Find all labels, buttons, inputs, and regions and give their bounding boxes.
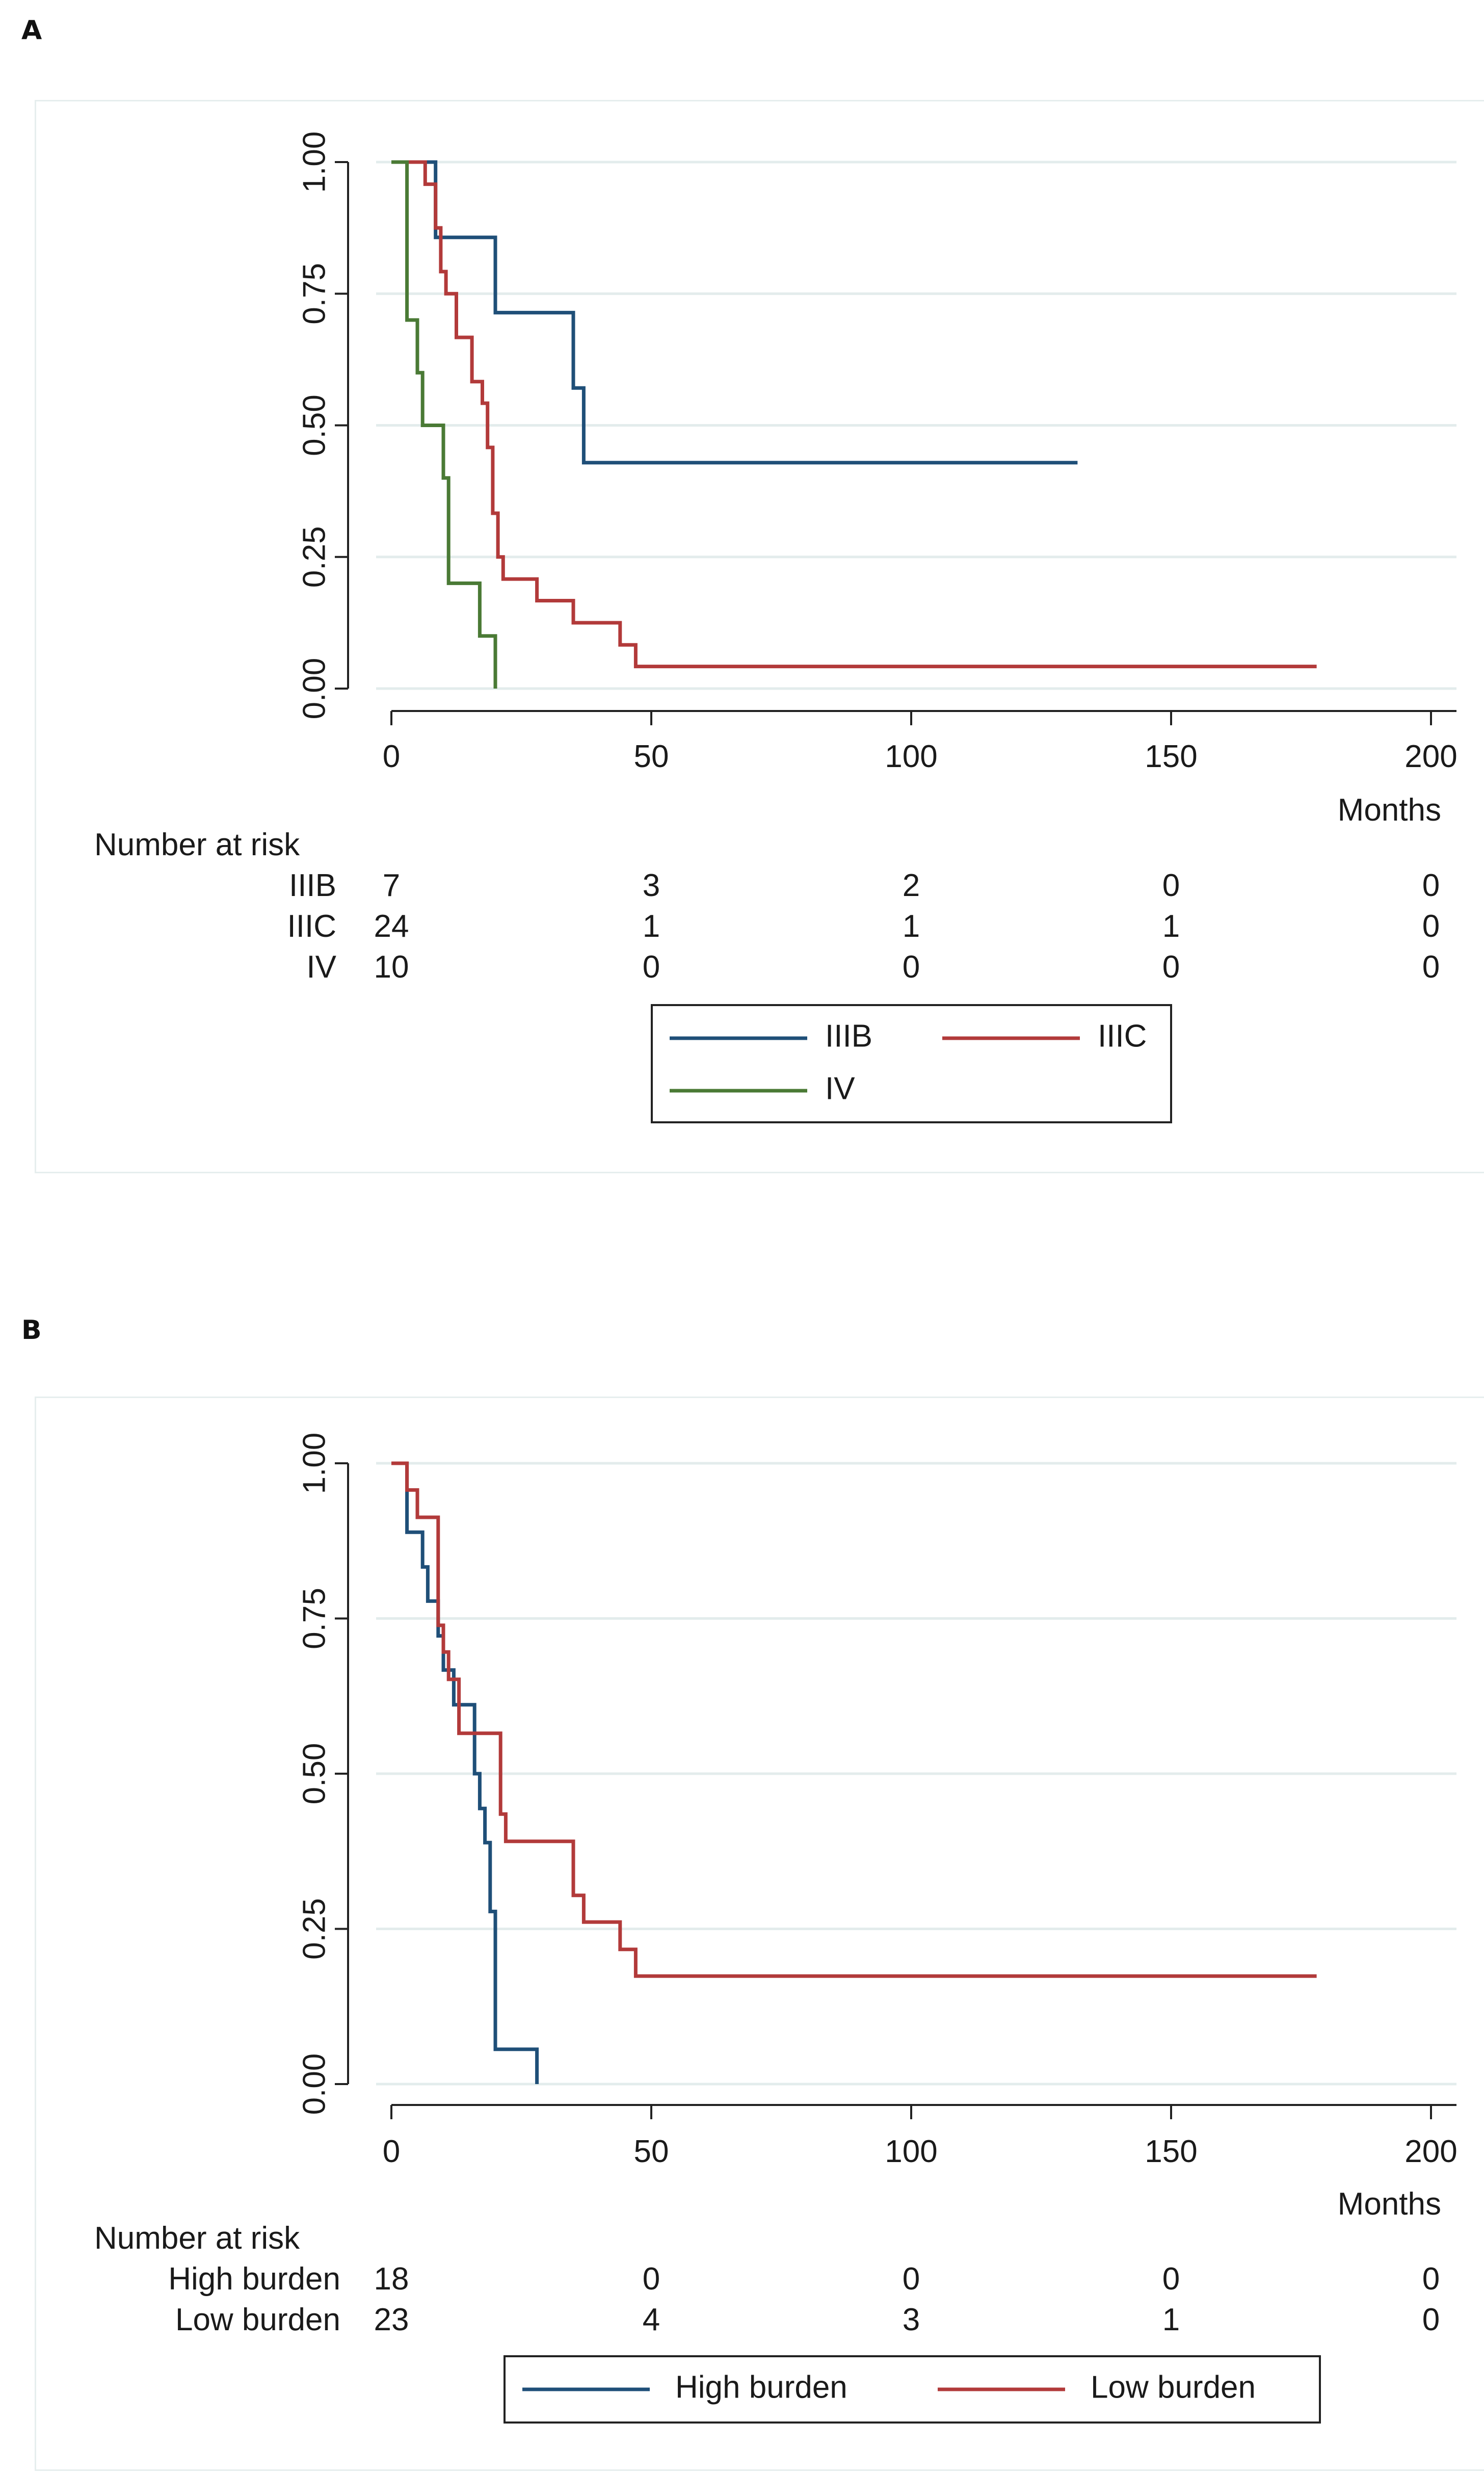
panel-a-risk-value: 24 [374,909,409,944]
panel-b-x-tick-label: 150 [1145,2134,1197,2169]
panel-a-risk-value: 1 [903,909,920,944]
panel-a-risk-value: 0 [903,950,920,985]
panel-b-risk-row-label: Low burden [175,2302,340,2337]
panel-a-x-tick-label: 150 [1145,739,1197,774]
panel-b-risk-value: 0 [1162,2261,1180,2297]
panel-a-x-axis-title: Months [1338,793,1441,828]
panel-b-risk-value: 1 [1162,2302,1180,2337]
panel-a-y-tick-label: 0.50 [297,394,332,456]
panel-a-risk-value: 0 [1162,950,1180,985]
panel-b-x-tick-label: 100 [885,2134,937,2169]
panel-a-risk-row-label: IIIB [289,868,336,903]
panel-b-series-high-burden [391,1461,539,2084]
panel-a-risk-value: 0 [1422,909,1440,944]
panel-b-risk-value: 4 [643,2302,660,2337]
panel-a-risk-value: 0 [1162,868,1180,903]
panel-a-x-tick-label: 100 [885,739,937,774]
panel-a-y-tick-label: 0.75 [297,263,332,325]
panel-a-y-tick-label: 0.00 [297,658,332,720]
panel-b-legend: High burden Low burden [503,2355,1321,2424]
panel-a-frame [35,100,1484,1173]
panel-a-risk-value: 7 [383,868,400,903]
panel-label-a: A [21,15,42,46]
panel-b-risk-value: 3 [903,2302,920,2337]
panel-a-series-iiib [391,160,1078,465]
panel-a-risk-row-label: IV [306,950,336,985]
panel-b-y-tick-label: 0.00 [297,2053,332,2115]
panel-a-legend-label: IIIB [825,1018,872,1054]
panel-b-x-tick-label: 0 [383,2134,400,2169]
panel-a-risk-value: 1 [1162,909,1180,944]
panel-b-plot: 0.000.250.500.751.000 50 100 150 200MonthsNu… [94,1433,1458,2424]
panel-b-x-tick-label: 200 [1404,2134,1457,2169]
panel-b-risk-title: Number at risk [94,2221,300,2256]
panel-b-y-tick-label: 1.00 [297,1433,332,1494]
panel-a-risk-value: 0 [643,950,660,985]
panel-a-legend-label: IV [825,1071,855,1106]
panel-b-series-low-burden [391,1461,1317,1978]
panel-b-y-tick-label: 0.25 [297,1898,332,1960]
panel-a-plot: 0.000.250.500.751.000 50 100 150 200MonthsNu… [94,131,1458,1123]
panel-b-legend-label: High burden [675,2369,847,2405]
panel-b-risk-value: 0 [1422,2302,1440,2337]
panel-a-series-iv [391,160,497,689]
panel-a-y-tick-label: 0.25 [297,526,332,588]
panel-a-legend-label: IIIC [1098,1018,1147,1054]
panel-a-risk-value: 2 [903,868,920,903]
panel-a-risk-row-label: IIIC [287,909,336,944]
panel-a-legend: IIIB IIIC IV [651,1004,1172,1123]
panel-b-y-tick-label: 0.75 [297,1588,332,1649]
panel-b-frame [35,1397,1484,2471]
panel-b-legend-label: Low burden [1091,2369,1256,2405]
panel-a-y-tick-label: 1.00 [297,131,332,193]
panel-a-risk-value: 10 [374,950,409,985]
panel-b-risk-value: 23 [374,2302,409,2337]
panel-a-risk-value: 0 [1422,950,1440,985]
panel-b-risk-value: 18 [374,2261,409,2297]
panel-a-risk-value: 0 [1422,868,1440,903]
panel-a-x-tick-label: 0 [383,739,400,774]
panel-b-x-tick-label: 50 [634,2134,669,2169]
panel-a-risk-value: 1 [643,909,660,944]
panel-b-risk-row-label: High burden [168,2261,340,2297]
panel-b-y-tick-label: 0.50 [297,1743,332,1805]
panel-label-b: B [21,1315,42,1346]
panel-b-x-axis-title: Months [1338,2187,1441,2222]
panel-b-risk-value: 0 [1422,2261,1440,2297]
panel-b-risk-value: 0 [643,2261,660,2297]
panel-a-risk-title: Number at risk [94,827,300,862]
panel-a-risk-value: 3 [643,868,660,903]
panel-a-series-iiic [391,160,1317,669]
panel-b-risk-value: 0 [903,2261,920,2297]
panel-a-legend-box [651,1004,1172,1123]
panel-a-x-tick-label: 200 [1404,739,1457,774]
panel-a-x-tick-label: 50 [634,739,669,774]
